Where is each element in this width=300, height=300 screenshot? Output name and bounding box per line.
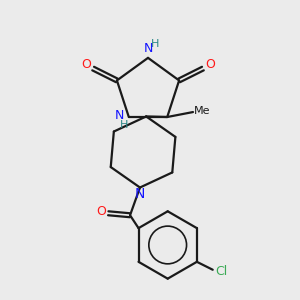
Text: N: N [143, 42, 153, 56]
Text: Cl: Cl [215, 265, 228, 278]
Text: O: O [81, 58, 91, 71]
Text: O: O [205, 58, 215, 71]
Text: O: O [96, 205, 106, 218]
Text: H: H [151, 39, 159, 49]
Text: N: N [135, 188, 145, 201]
Text: H: H [120, 120, 128, 130]
Text: Me: Me [194, 106, 210, 116]
Text: N: N [115, 109, 124, 122]
